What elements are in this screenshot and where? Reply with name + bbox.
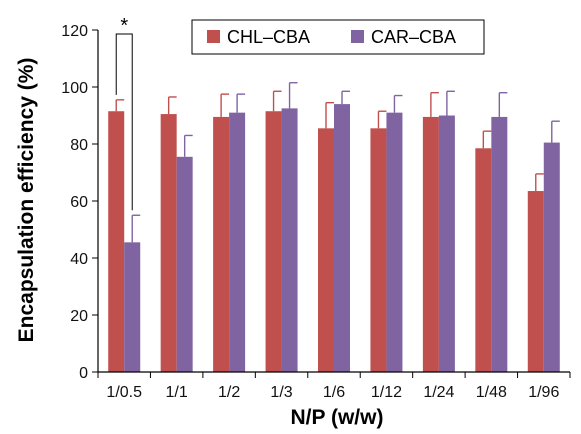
significance-annotation: * bbox=[115, 15, 133, 211]
y-tick-label: 20 bbox=[70, 308, 88, 325]
legend: CHL–CBA CAR–CBA bbox=[191, 19, 485, 55]
y-tick-label: 0 bbox=[79, 365, 88, 382]
y-tick-label: 120 bbox=[61, 23, 88, 40]
x-tick-label: 1/48 bbox=[476, 384, 507, 401]
bar-chl-cba bbox=[108, 111, 125, 372]
bar-chl-cba bbox=[160, 114, 177, 372]
bar-car-cba bbox=[334, 104, 350, 372]
x-tick-label: 1/3 bbox=[270, 384, 292, 401]
bar-chl-cba bbox=[318, 128, 334, 372]
bar-car-cba bbox=[281, 108, 298, 372]
x-ticks: 1/0.5 1/1 1/2 1/3 1/6 1/12 1/24 1/48 1/96 bbox=[97, 372, 571, 401]
y-tick-label: 40 bbox=[70, 251, 88, 268]
significance-bracket bbox=[115, 33, 133, 211]
bar-chl-cba bbox=[370, 128, 387, 372]
significance-star: * bbox=[120, 15, 128, 37]
x-axis-title: N/P (w/w) bbox=[291, 406, 384, 429]
x-tick-label: 1/1 bbox=[166, 384, 188, 401]
legend-label-chl-cba: CHL–CBA bbox=[227, 27, 310, 47]
bar-chl-cba bbox=[422, 116, 439, 372]
y-ticks: 0 20 40 60 80 100 120 bbox=[61, 23, 98, 382]
bar-car-cba bbox=[229, 112, 246, 373]
error-bars-layer bbox=[115, 82, 560, 243]
x-tick-label: 1/24 bbox=[423, 384, 454, 401]
x-tick-label: 1/2 bbox=[218, 384, 240, 401]
y-axis-title: Encapsulation efficiency (%) bbox=[15, 58, 38, 343]
bar-car-cba bbox=[176, 156, 193, 372]
bar-chl-cba bbox=[527, 191, 544, 372]
bar-car-cba bbox=[438, 115, 455, 372]
legend-swatch-car-cba bbox=[351, 30, 364, 43]
x-tick-label: 1/96 bbox=[528, 384, 559, 401]
bars-layer bbox=[108, 104, 560, 373]
bar-chl-cba bbox=[213, 116, 230, 372]
bar-chl-cba bbox=[265, 111, 282, 372]
legend-frame bbox=[191, 19, 485, 55]
legend-label-car-cba: CAR–CBA bbox=[371, 27, 456, 47]
bar-car-cba bbox=[543, 142, 560, 372]
bar-car-cba bbox=[386, 112, 403, 373]
x-tick-label: 1/0.5 bbox=[106, 384, 142, 401]
bar-car-cba bbox=[491, 116, 508, 372]
x-tick-label: 1/6 bbox=[323, 384, 345, 401]
x-tick-label: 1/12 bbox=[371, 384, 402, 401]
y-tick-label: 100 bbox=[61, 80, 88, 97]
legend-swatch-chl-cba bbox=[207, 30, 220, 43]
bar-chl-cba bbox=[475, 148, 492, 372]
y-tick-label: 80 bbox=[70, 137, 88, 154]
y-tick-label: 60 bbox=[70, 194, 88, 211]
bar-car-cba bbox=[124, 242, 141, 372]
